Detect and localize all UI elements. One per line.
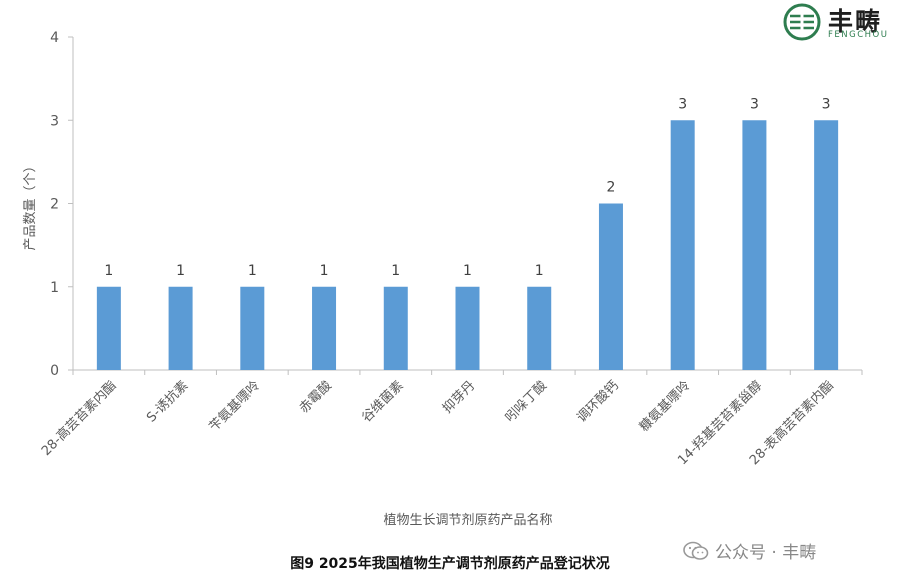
- bar: [670, 120, 695, 370]
- bar: [814, 120, 839, 370]
- wechat-watermark: 公众号 · 丰畴: [683, 538, 816, 563]
- x-tick-label: 抑芽丹: [440, 378, 478, 416]
- x-tick-label: 谷维菌素: [359, 378, 406, 425]
- data-label: 2: [606, 180, 615, 196]
- bar: [168, 286, 193, 370]
- logo-subtitle: FENGCHOU: [828, 30, 889, 40]
- x-tick-label: 赤霉酸: [297, 378, 335, 416]
- logo-name: 丰畴: [828, 7, 883, 36]
- data-label: 3: [822, 96, 831, 112]
- watermark-text: 公众号 · 丰畴: [715, 543, 817, 563]
- x-tick-label: 吲哚丁酸: [503, 378, 550, 425]
- y-axis: 0 1 2 3 4: [50, 30, 74, 379]
- x-tick-label: 苄氨基嘌呤: [206, 378, 263, 435]
- data-label: 3: [750, 96, 759, 112]
- bar: [240, 286, 265, 370]
- y-tick-label: 1: [50, 280, 59, 296]
- bar: [455, 286, 480, 370]
- x-tick-label: S-诱抗素: [144, 378, 191, 425]
- bar: [312, 286, 337, 370]
- data-label: 1: [535, 263, 544, 279]
- bar: [527, 286, 552, 370]
- x-axis: 28-高芸苔素内酯 S-诱抗素 苄氨基嘌呤 赤霉酸 谷维菌素 抑芽丹 吲哚丁酸 调环酸钙 糠氨基…: [38, 369, 863, 468]
- bar: [742, 120, 767, 370]
- figure-caption: 图9 2025年我国植物生产调节剂原药产品登记状况: [290, 556, 610, 572]
- bar: [598, 203, 623, 370]
- data-label: 1: [320, 263, 329, 279]
- x-tick-label: 28-高芸苔素内酯: [38, 378, 119, 459]
- x-tick-label: 调环酸钙: [574, 378, 621, 425]
- y-axis-label: 产品数量（个）: [23, 159, 38, 250]
- data-label: 1: [248, 263, 257, 279]
- wechat-icon: [683, 541, 709, 560]
- data-label: 1: [463, 263, 472, 279]
- data-labels: 1 1 1 1 1 1 1 2 3 3 3: [104, 96, 830, 279]
- y-tick-label: 0: [50, 363, 59, 379]
- x-axis-label: 植物生长调节剂原药产品名称: [383, 512, 552, 528]
- y-tick-label: 3: [50, 113, 59, 129]
- y-tick-label: 2: [50, 197, 59, 213]
- y-tick-label: 4: [50, 30, 59, 46]
- bar: [96, 286, 121, 370]
- data-label: 1: [104, 263, 113, 279]
- data-label: 1: [176, 263, 185, 279]
- bars: [96, 120, 839, 370]
- x-tick-label: 糠氨基嘌呤: [636, 378, 693, 435]
- data-label: 3: [678, 96, 687, 112]
- data-label: 1: [391, 263, 400, 279]
- fengchou-logo-icon: [783, 3, 821, 41]
- fengchou-logo: 丰畴 FENGCHOU: [780, 0, 898, 44]
- bar: [383, 286, 408, 370]
